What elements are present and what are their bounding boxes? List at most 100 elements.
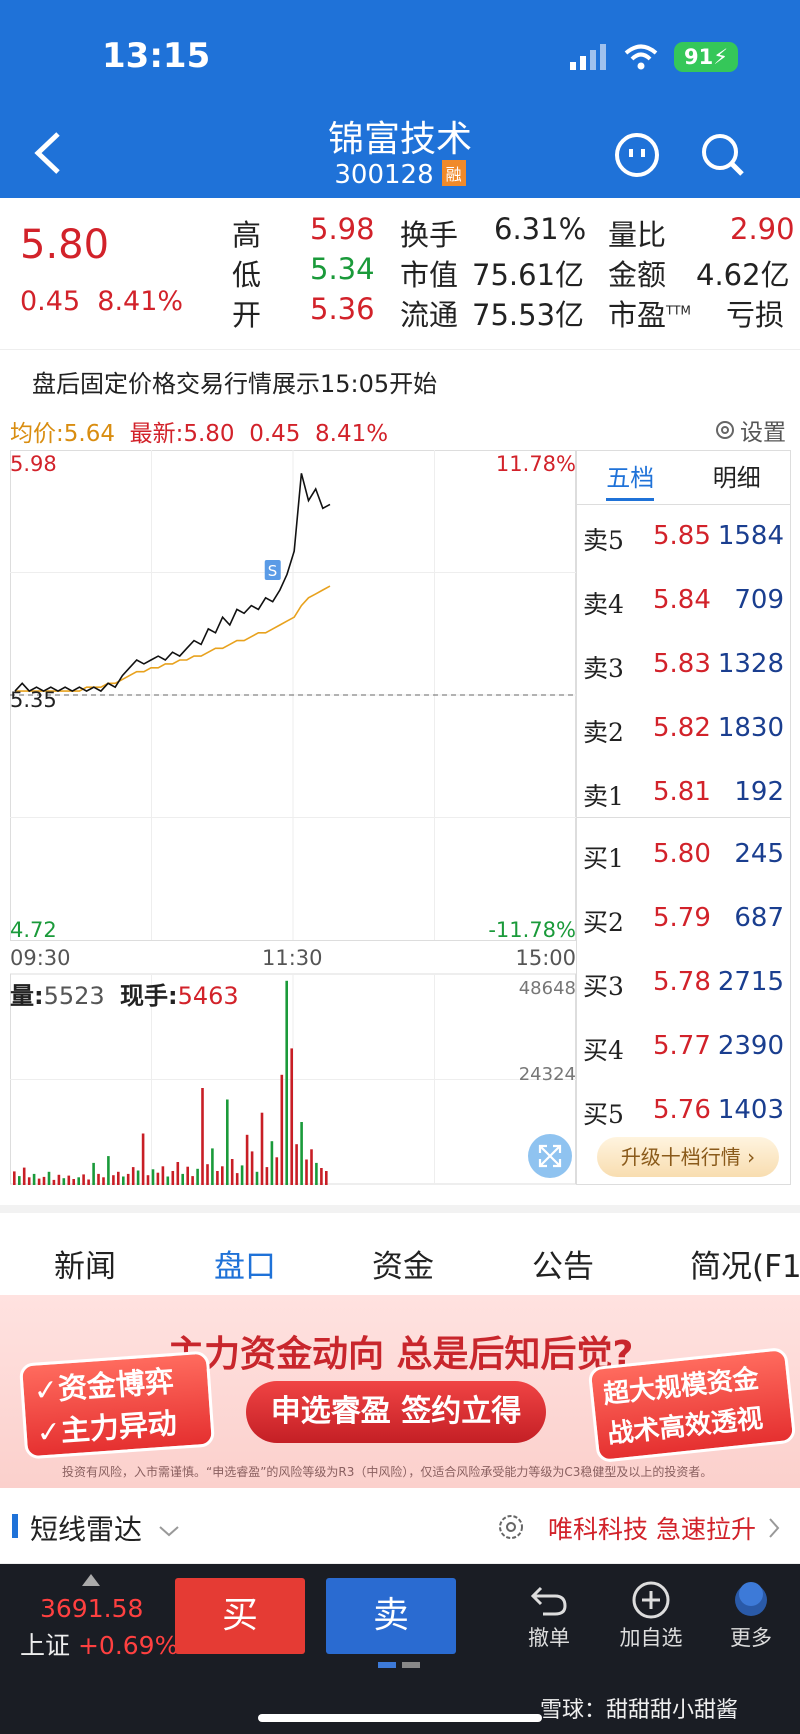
cancel-order-button[interactable]: 撤单 <box>504 1578 594 1652</box>
volume-bar <box>320 1168 323 1185</box>
high-value: 5.98 <box>310 212 375 246</box>
bid-row[interactable]: 买2 5.79 687 <box>577 887 790 951</box>
level-price: 5.85 <box>653 521 711 551</box>
volume-bar <box>235 1173 239 1185</box>
chart-canvas: S <box>10 450 576 1185</box>
level-price: 5.84 <box>653 585 711 615</box>
intraday-chart[interactable]: S 5.98 11.78% 5.35 4.72 -11.78% 09:30 11… <box>10 450 576 1185</box>
volume-bar <box>240 1165 244 1185</box>
volume-bar <box>47 1171 51 1185</box>
tab-funds[interactable]: 资金 <box>372 1249 434 1285</box>
upgrade-ten-level-button[interactable]: 升级十档行情 › <box>597 1137 779 1177</box>
promo-banner[interactable]: 主力资金动向 总是后知后觉? ✓资金博弈 ✓主力异动 申选睿盈 签约立得 超大规… <box>0 1295 800 1488</box>
bid-row[interactable]: 买4 5.77 2390 <box>577 1015 790 1079</box>
turnover-value: 6.31% <box>494 212 587 246</box>
tab-news[interactable]: 新闻 <box>54 1249 116 1285</box>
volume-bar <box>37 1178 41 1185</box>
volume-bar <box>131 1167 135 1185</box>
open-label: 开 <box>232 298 262 332</box>
margin-badge: 融 <box>441 160 466 186</box>
volume-mid-label: 24324 <box>518 1064 576 1085</box>
radar-title[interactable]: 短线雷达 <box>30 1508 181 1548</box>
ask-row[interactable]: 卖3 5.83 1328 <box>577 633 790 697</box>
volume-bar <box>290 1048 293 1185</box>
volume-bar <box>67 1175 71 1185</box>
short-term-radar[interactable]: 短线雷达 唯科科技 急速拉升 <box>0 1488 800 1564</box>
app-header: 13:15 91⚡ 锦富技术 300128 融 <box>0 0 800 198</box>
chat-icon[interactable] <box>612 130 662 180</box>
volume-bar <box>22 1167 26 1185</box>
volume-bar <box>275 1157 279 1185</box>
volume-bar <box>270 1141 274 1185</box>
ask-row[interactable]: 卖1 5.81 192 <box>577 761 790 825</box>
avg-price: 均价:5.64 <box>10 421 115 447</box>
chart-info-line: 均价:5.64 最新:5.80 0.45 8.41% <box>10 414 388 448</box>
volume-bar <box>325 1171 328 1185</box>
bid-row[interactable]: 买5 5.76 1403 <box>577 1079 790 1143</box>
radar-alert-text[interactable]: 唯科科技 急速拉升 <box>548 1515 756 1544</box>
after-hours-notice: 盘后固定价格交易行情展示15:05开始 <box>32 370 438 398</box>
search-icon[interactable] <box>698 130 748 180</box>
ask-row[interactable]: 卖2 5.82 1830 <box>577 697 790 761</box>
time-label-noon: 11:30 <box>262 946 323 970</box>
level-volume: 192 <box>734 777 784 807</box>
volume-bar <box>221 1166 224 1185</box>
volume-bar <box>260 1112 264 1185</box>
radar-gear-icon[interactable] <box>496 1512 526 1542</box>
tab-details[interactable]: 明细 <box>712 464 761 492</box>
tab-handicap[interactable]: 盘口 <box>214 1249 276 1285</box>
order-book: 五档 明细 卖5 5.85 1584 卖4 5.84 709 卖3 5.83 1328 卖2 5.8… <box>576 450 791 1185</box>
volume-bar <box>18 1176 21 1185</box>
axis-bottom-pct: -11.78% <box>488 918 576 942</box>
level-label: 卖3 <box>583 654 624 683</box>
level-price: 5.81 <box>653 777 711 807</box>
caret-up-icon <box>82 1574 100 1586</box>
axis-top-pct: 11.78% <box>495 452 576 476</box>
volume-bar <box>112 1175 115 1185</box>
tab-five-level[interactable]: 五档 <box>577 451 684 504</box>
tab-announcements[interactable]: 公告 <box>532 1249 594 1285</box>
ask-row[interactable]: 卖4 5.84 709 <box>577 569 790 633</box>
volume-bar <box>146 1175 150 1185</box>
index-value[interactable]: 3691.58 <box>40 1594 144 1623</box>
volume-bar <box>191 1176 194 1185</box>
home-indicator <box>258 1714 542 1722</box>
level-price: 5.78 <box>653 967 711 997</box>
buy-button[interactable]: 买 <box>175 1578 305 1654</box>
level-price: 5.76 <box>653 1095 711 1125</box>
level-price: 5.80 <box>653 839 711 869</box>
volume-bar <box>300 1122 303 1185</box>
level-volume: 687 <box>734 903 784 933</box>
pe-value: 亏损 <box>726 298 785 332</box>
fullscreen-button[interactable] <box>528 1134 572 1178</box>
sell-button[interactable]: 卖 <box>326 1578 456 1654</box>
quote-row-1: 高 5.98 换手 6.31% 量比 2.90 <box>232 212 795 254</box>
volume-bar <box>226 1099 229 1185</box>
bid-row[interactable]: 买1 5.80 245 <box>577 823 790 887</box>
volume-bar <box>186 1166 189 1185</box>
banner-right-badge: 超大规模资金 战术高效透视 <box>587 1346 797 1464</box>
volume-bar <box>295 1144 298 1185</box>
volume-bar <box>176 1162 180 1185</box>
ask-row[interactable]: 卖5 5.85 1584 <box>577 505 790 569</box>
tab-profile[interactable]: 简况(F10 <box>690 1249 800 1285</box>
book-divider <box>577 817 790 818</box>
volume-info: 量:5523 现手:5463 <box>10 982 239 1010</box>
volume-bar <box>166 1176 170 1185</box>
back-icon[interactable] <box>28 128 68 178</box>
chart-settings[interactable]: 设置 <box>713 413 786 447</box>
volume-bar <box>171 1171 175 1185</box>
banner-signup-button[interactable]: 申选睿盈 签约立得 <box>246 1381 546 1443</box>
more-button[interactable]: 更多 <box>706 1578 796 1652</box>
volume-bar <box>196 1168 199 1185</box>
page-indicator <box>378 1662 420 1668</box>
add-watchlist-button[interactable]: 加自选 <box>606 1578 696 1652</box>
gear-icon <box>716 421 734 439</box>
watermark: 雪球：甜甜甜小甜酱 <box>540 1698 739 1723</box>
index-label[interactable]: 上证 +0.69% <box>20 1631 179 1660</box>
volume-bar <box>216 1171 219 1185</box>
level-label: 卖4 <box>583 590 624 619</box>
bid-row[interactable]: 买3 5.78 2715 <box>577 951 790 1015</box>
volume-bar <box>265 1167 269 1185</box>
volume-bar <box>250 1151 254 1185</box>
